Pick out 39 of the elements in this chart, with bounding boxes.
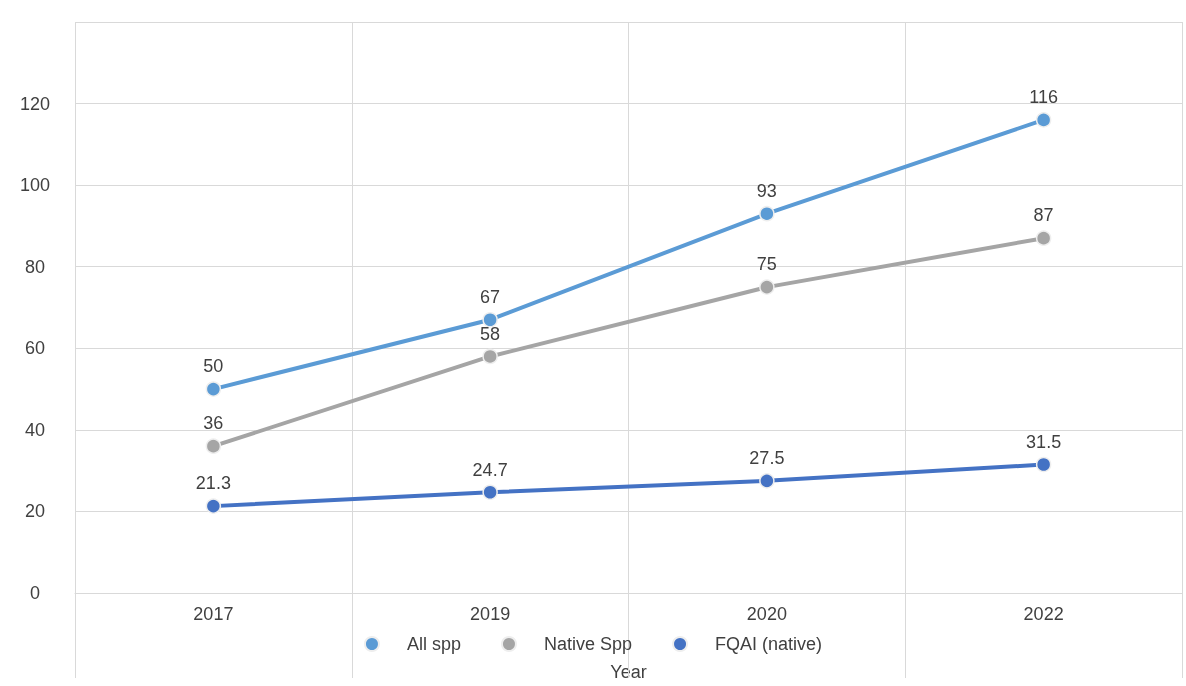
data-label: 116	[1029, 87, 1058, 108]
data-label: 31.5	[1026, 431, 1062, 452]
data-label: 27.5	[749, 448, 785, 469]
y-tick-label: 60	[24, 338, 46, 359]
x-tick-label: 2020	[746, 604, 787, 624]
point	[759, 279, 775, 295]
point	[482, 348, 498, 365]
data-label: 75	[756, 254, 777, 275]
y-tick-label: 100	[19, 175, 51, 196]
legend-label: All spp	[406, 634, 461, 654]
data-label: 24.7	[472, 459, 508, 480]
x-tick-label: 2019	[470, 604, 511, 624]
point	[205, 438, 222, 454]
data-label: 58	[480, 323, 501, 344]
point	[1035, 112, 1052, 128]
point	[759, 205, 775, 222]
point	[1035, 456, 1052, 473]
y-tick-label: 40	[24, 419, 46, 440]
legend-label: Native Spp	[543, 634, 633, 654]
point	[1035, 230, 1052, 246]
legend-label: FQAI (native)	[715, 634, 823, 654]
point	[205, 381, 222, 397]
x-tick-label: 2017	[193, 604, 234, 624]
data-label: 87	[1033, 205, 1054, 226]
data-label: 21.3	[195, 473, 231, 494]
data-label: 50	[203, 356, 224, 377]
data-label: 67	[480, 286, 501, 307]
point	[205, 498, 222, 514]
y-tick-label: 0	[29, 583, 41, 603]
data-label: 93	[756, 180, 777, 201]
point	[759, 473, 775, 489]
x-axis-title: Year	[610, 662, 647, 682]
y-tick-label: 120	[19, 93, 51, 114]
x-tick-label: 2022	[1023, 604, 1064, 624]
point	[482, 484, 498, 501]
data-label: 36	[203, 413, 224, 434]
y-tick-label: 20	[24, 501, 46, 522]
point	[482, 311, 498, 328]
y-tick-label: 80	[24, 256, 46, 277]
